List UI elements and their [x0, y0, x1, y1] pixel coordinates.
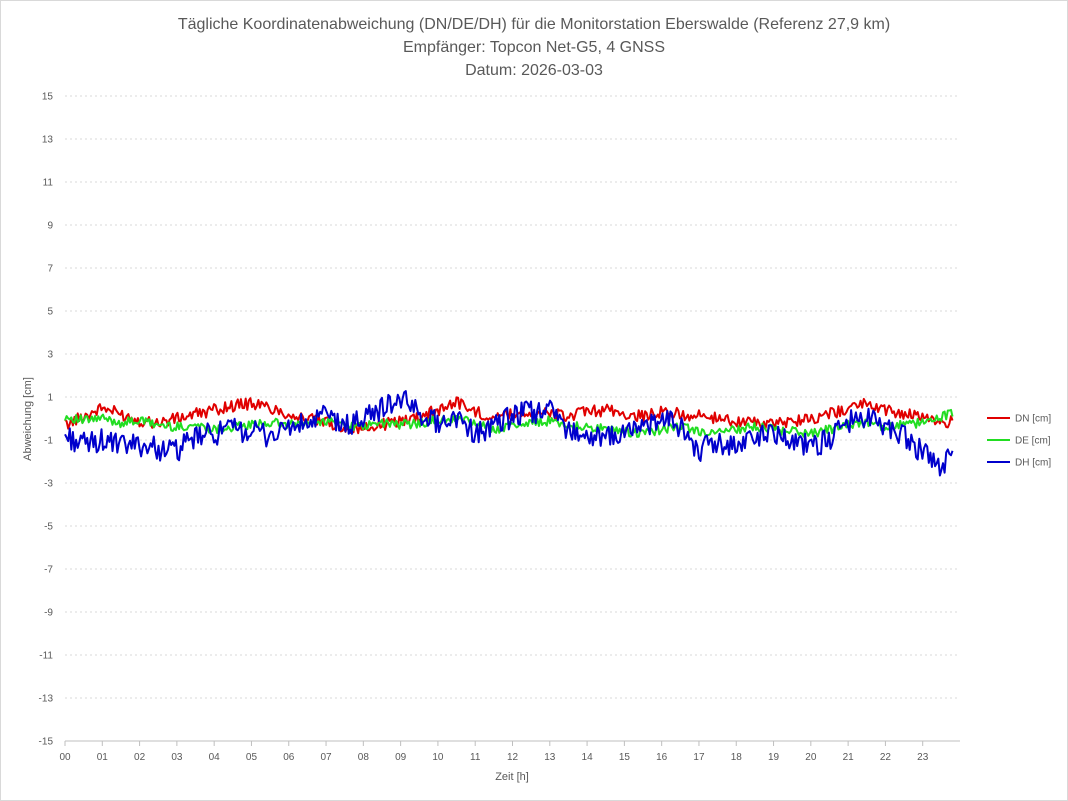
y-tick-label: -5 — [44, 522, 53, 533]
y-tick-label: 9 — [47, 221, 53, 232]
x-tick-label: 16 — [656, 752, 668, 763]
x-tick-label: 06 — [283, 752, 295, 763]
y-tick-label: -11 — [39, 651, 53, 662]
y-tick-label: 11 — [43, 178, 54, 189]
x-tick-label: 11 — [470, 752, 481, 763]
x-tick-label: 07 — [320, 752, 332, 763]
chart-title-line-1: Tägliche Koordinatenabweichung (DN/DE/DH… — [178, 16, 890, 33]
x-tick-label: 22 — [880, 752, 892, 763]
x-tick-label: 05 — [246, 752, 258, 763]
series-line-dh — [64, 390, 954, 477]
y-tick-label: -3 — [44, 479, 53, 490]
y-tick-label: -13 — [39, 694, 54, 705]
x-tick-label: 02 — [134, 752, 146, 763]
y-tick-label: -9 — [44, 608, 53, 619]
chart-title-line-3: Datum: 2026-03-03 — [465, 62, 603, 79]
y-tick-label: 13 — [42, 135, 54, 146]
x-tick-label: 09 — [395, 752, 407, 763]
x-tick-label: 10 — [432, 752, 444, 763]
y-tick-label: 3 — [47, 350, 53, 361]
series-lines — [64, 390, 954, 477]
x-axis-title: Zeit [h] — [495, 771, 529, 783]
chart-title-line-2: Empfänger: Topcon Net-G5, 4 GNSS — [403, 39, 665, 56]
x-tick-label: 14 — [582, 752, 594, 763]
legend: DN [cm] DE [cm] DH [cm] — [987, 414, 1051, 469]
x-tick-label: 19 — [768, 752, 780, 763]
y-tick-label: 5 — [47, 307, 53, 318]
x-tick-label: 17 — [693, 752, 705, 763]
x-tick-label: 15 — [619, 752, 631, 763]
x-tick-label: 12 — [507, 752, 519, 763]
x-tick-label: 21 — [843, 752, 855, 763]
x-tick-label: 01 — [97, 752, 109, 763]
x-tick-label: 20 — [805, 752, 817, 763]
x-tick-label: 23 — [917, 752, 929, 763]
gridlines — [65, 95, 960, 699]
y-tick-label: 1 — [47, 393, 53, 404]
y-tick-label: -15 — [39, 737, 54, 748]
x-tick-label: 00 — [59, 752, 71, 763]
chart-title: Tägliche Koordinatenabweichung (DN/DE/DH… — [178, 16, 890, 79]
y-tick-label: -1 — [44, 436, 53, 447]
x-tick-label: 03 — [171, 752, 183, 763]
legend-label-dh: DH [cm] — [1015, 458, 1051, 469]
y-tick-label: -7 — [44, 565, 53, 576]
x-tick-label: 08 — [358, 752, 370, 763]
y-tick-label: 15 — [42, 92, 54, 103]
x-tick-label: 18 — [731, 752, 743, 763]
x-tick-label: 13 — [544, 752, 556, 763]
y-axis-title: Abweichung [cm] — [22, 377, 34, 461]
y-tick-label: 7 — [47, 264, 53, 275]
legend-label-de: DE [cm] — [1015, 436, 1051, 447]
x-axis-ticks: 00 01 02 03 04 05 06 07 08 09 10 11 12 13 14 15 16 17 18 19… — [59, 741, 929, 763]
legend-label-dn: DN [cm] — [1015, 414, 1051, 425]
x-tick-label: 04 — [209, 752, 221, 763]
